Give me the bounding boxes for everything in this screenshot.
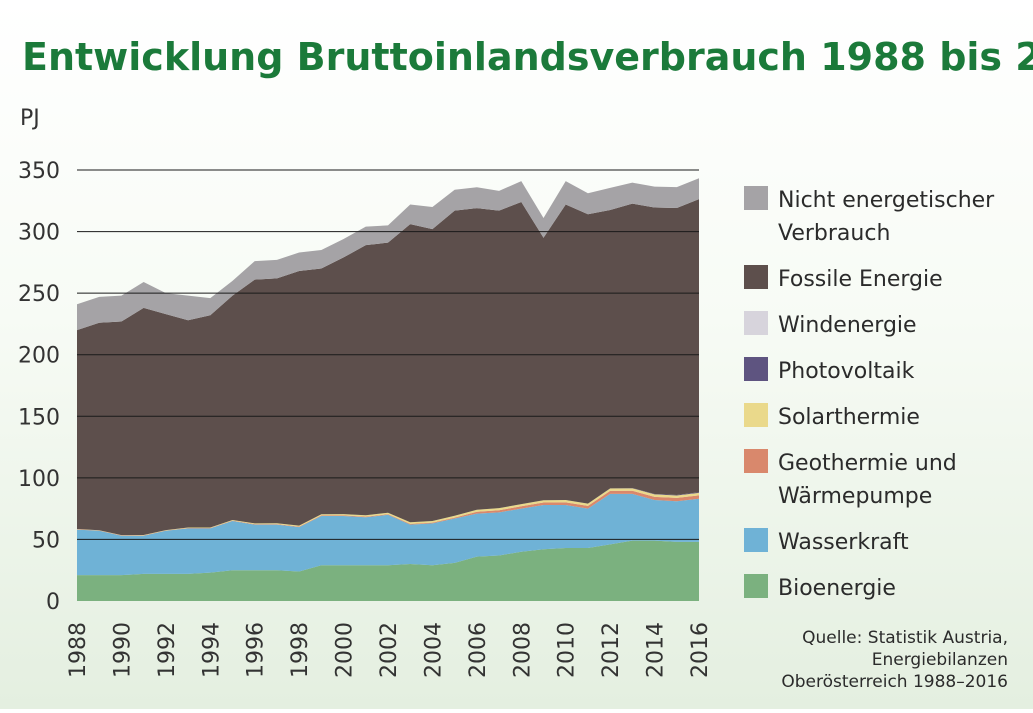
legend-label: Windenergie [778, 313, 917, 338]
legend: Nicht energetischer Verbrauch Fossile Ener… [744, 186, 995, 601]
y-tick-label: 100 [18, 467, 60, 492]
x-tick-label: 2016 [688, 622, 713, 678]
x-tick-label: 2000 [333, 622, 358, 678]
legend-label: Wasserkraft [778, 530, 909, 555]
x-tick-label: 1988 [66, 622, 91, 678]
legend-label: Wärmepumpe [778, 484, 932, 509]
legend-swatch [744, 574, 768, 598]
y-tick-label: 50 [32, 528, 60, 553]
legend-swatch [744, 357, 768, 381]
legend-swatch [744, 528, 768, 552]
legend-label: Geothermie und [778, 451, 957, 476]
y-axis-label: PJ [20, 106, 40, 131]
y-tick-label: 150 [18, 405, 60, 430]
chart-title: Entwicklung Bruttoinlandsverbrauch 1988 … [22, 35, 1033, 79]
x-tick-label: 1990 [110, 622, 135, 678]
legend-swatch [744, 186, 768, 210]
y-tick-label: 250 [18, 282, 60, 307]
x-tick-label: 2012 [599, 622, 624, 678]
y-tick-label: 350 [18, 159, 60, 184]
x-tick-label: 2002 [377, 622, 402, 678]
legend-swatch [744, 449, 768, 473]
source-line: Quelle: Statistik Austria, [802, 628, 1008, 648]
legend-label: Fossile Energie [778, 267, 943, 292]
legend-label: Photovoltaik [778, 359, 915, 384]
y-tick-label: 200 [18, 344, 60, 369]
source-line: Energiebilanzen [872, 650, 1008, 670]
x-tick-label: 1994 [199, 622, 224, 678]
y-tick-label: 300 [18, 221, 60, 246]
x-tick-label: 2010 [555, 622, 580, 678]
legend-label: Solarthermie [778, 405, 920, 430]
source-note: Quelle: Statistik Austria,Energiebilanze… [781, 628, 1008, 692]
legend-swatch [744, 265, 768, 289]
area-fossile-energie [77, 199, 699, 536]
legend-swatch [744, 311, 768, 335]
source-line: Oberösterreich 1988–2016 [781, 672, 1008, 692]
y-tick-label: 0 [46, 590, 60, 615]
x-tick-label: 1996 [244, 622, 269, 678]
x-tick-label: 1992 [155, 622, 180, 678]
plot-area [77, 169, 699, 601]
legend-label: Nicht energetischer [778, 188, 995, 213]
legend-label: Verbrauch [778, 221, 890, 246]
area-bioenergie [77, 540, 699, 601]
legend-swatch [744, 403, 768, 427]
legend-label: Bioenergie [778, 576, 896, 601]
x-tick-label: 2004 [421, 622, 446, 678]
x-tick-label: 2014 [644, 622, 669, 678]
x-tick-label: 1998 [288, 622, 313, 678]
x-tick-label: 2008 [510, 622, 535, 678]
area-nicht-energetischer-verbrauch [77, 178, 699, 331]
area-wasserkraft [77, 493, 699, 576]
x-tick-label: 2006 [466, 622, 491, 678]
